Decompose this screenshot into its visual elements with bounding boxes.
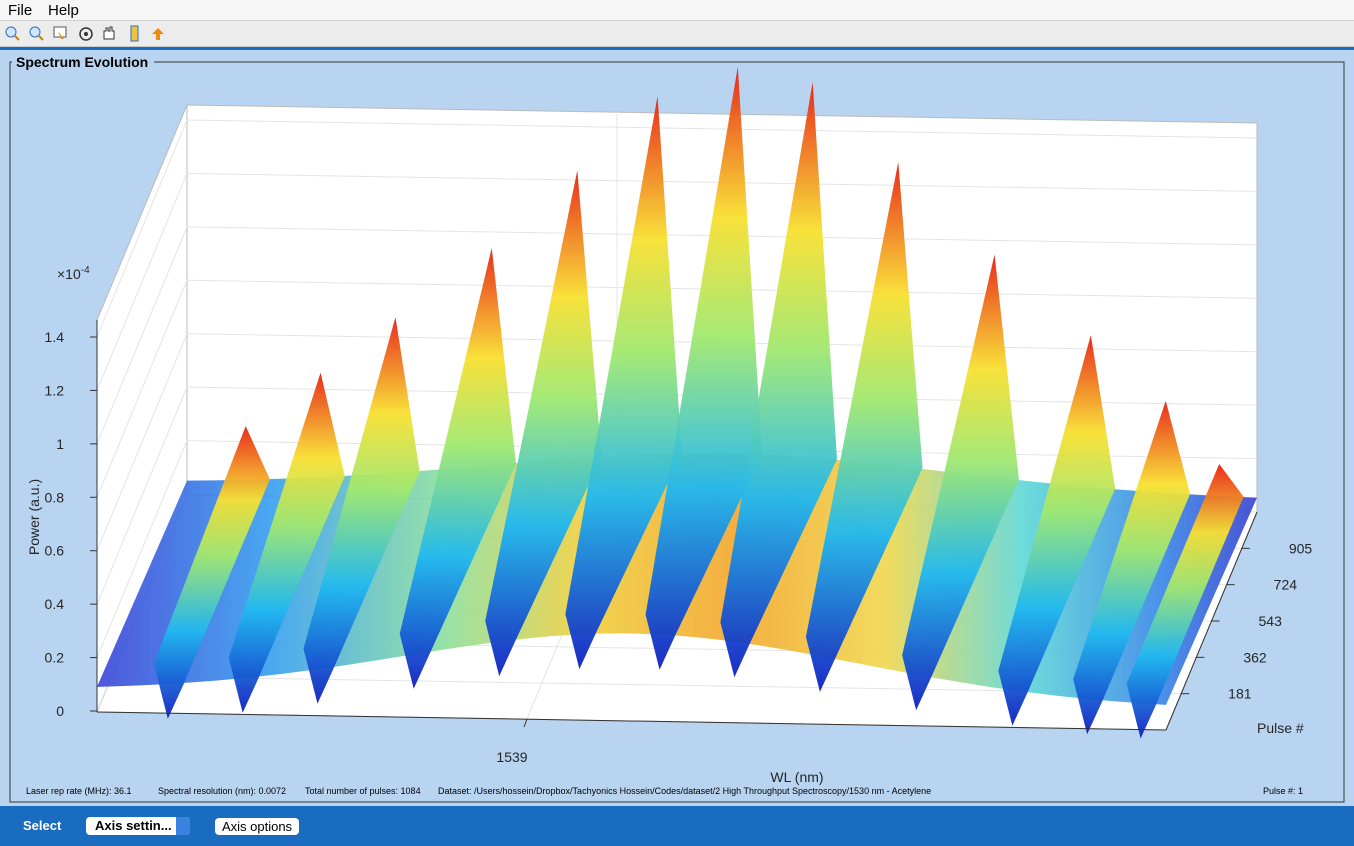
grid-line: [96, 440, 188, 658]
grid-line: [96, 333, 188, 551]
grid-line: [96, 119, 188, 338]
z-tick-label: 0.4: [45, 596, 65, 612]
popup-arrow: [176, 817, 190, 835]
toolbar: [0, 21, 1354, 47]
z-tick-label: 0: [56, 703, 64, 719]
popup-text: Axis settin...: [95, 818, 172, 833]
z-exponent: ×10-4: [57, 265, 90, 282]
colorbar[interactable]: [130, 25, 139, 42]
panel-title: Spectrum Evolution: [16, 54, 148, 70]
x-label: WL (nm): [770, 769, 823, 785]
x-axis: [96, 711, 1167, 731]
ridge: [902, 254, 1019, 711]
pan[interactable]: [103, 26, 115, 40]
panel-title-bg: [12, 54, 154, 70]
z-exponent-power: -4: [81, 265, 90, 276]
grid-line: [111, 675, 1182, 695]
ridge: [998, 334, 1116, 726]
info-pulse: Pulse #: 1: [1263, 786, 1304, 796]
ridge: [1073, 400, 1191, 735]
y-tick-label: 362: [1243, 649, 1267, 665]
panel-border: [9, 61, 1345, 803]
info-rep-rate: Laser rep rate (MHz): 36.1: [26, 786, 132, 796]
axis-settings-popup[interactable]: Axis settin...: [86, 817, 190, 835]
surface: [97, 66, 1257, 739]
x-tick-label: 1539: [496, 749, 527, 765]
ridge: [399, 247, 516, 689]
z-exponent-base: ×10: [57, 266, 81, 282]
rotate[interactable]: [79, 27, 93, 41]
ridge: [645, 66, 763, 670]
grid-line: [186, 119, 1258, 139]
info-pulses: Total number of pulses: 1084: [305, 786, 421, 796]
grid-line: [96, 386, 188, 605]
y-tick-label: 181: [1228, 686, 1252, 702]
ridge: [565, 96, 682, 670]
grid-line: [96, 173, 188, 391]
z-label: Power (a.u.): [26, 479, 42, 555]
data-cursor[interactable]: [53, 26, 67, 39]
ridge: [153, 426, 270, 719]
axis-options-button[interactable]: Axis options: [215, 818, 299, 835]
info-dataset: Dataset: /Users/hossein/Dropbox/Tachyoni…: [438, 786, 932, 796]
z-tick-label: 0.2: [45, 650, 65, 666]
z-tick-label: 0.8: [45, 489, 65, 505]
plot-area: Spectrum Evolution ×10-4 Power (a.u.) WL…: [9, 54, 1345, 803]
toolbar-icons: [5, 25, 164, 42]
ridge: [228, 372, 345, 713]
ridge: [1126, 463, 1244, 739]
y-tick-label: 905: [1289, 540, 1313, 556]
x-tick: [523, 718, 528, 728]
control-bar: [0, 806, 1354, 846]
ridge: [720, 82, 837, 678]
zoom-out[interactable]: [29, 26, 44, 41]
zoom-in[interactable]: [5, 26, 20, 41]
z-tick-label: 1: [56, 436, 64, 452]
z-tick-label: 1.4: [45, 329, 65, 345]
menu-help[interactable]: Help: [48, 2, 79, 19]
ridge: [485, 170, 602, 677]
y-tick-label: 543: [1259, 613, 1283, 629]
menu-bar: File Help: [0, 0, 1354, 21]
y-label: Pulse #: [1257, 720, 1304, 736]
ridge: [805, 162, 923, 692]
z-tick-label: 1.2: [45, 382, 65, 398]
export[interactable]: [152, 28, 164, 40]
menu-file[interactable]: File: [8, 2, 33, 19]
info-resolution: Spectral resolution (nm): 0.0072: [158, 786, 287, 796]
ridge: [303, 317, 420, 704]
select-label: Select: [23, 818, 62, 833]
y-tick-label: 724: [1274, 577, 1298, 593]
z-tick-label: 0.6: [45, 543, 65, 559]
grid-line: [96, 280, 188, 498]
grid-line: [96, 226, 188, 445]
